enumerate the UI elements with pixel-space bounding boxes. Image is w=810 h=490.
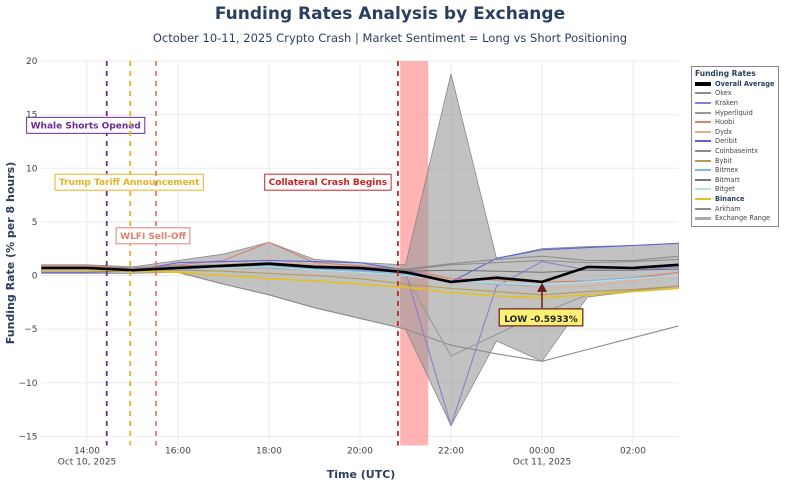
event-label-box [115, 227, 191, 245]
event-label: Whale Shorts Opened [31, 121, 141, 131]
event-label: Collateral Crash Begins [269, 178, 387, 188]
legend: Funding Rates Overall Average Okex Kraken H… [691, 66, 779, 227]
legend-title: Funding Rates [695, 69, 756, 78]
legend-swatch [695, 197, 711, 200]
series-line-huobi [41, 241, 679, 283]
legend-item[interactable]: Dydx [695, 127, 775, 137]
legend-item[interactable]: Kraken [695, 98, 775, 108]
legend-item[interactable]: Huobi [695, 117, 775, 127]
legend-item[interactable]: Bitget [695, 185, 775, 195]
chart-title: Funding Rates Analysis by Exchange [214, 4, 566, 24]
legend-item[interactable]: Hyperliquid [695, 108, 775, 118]
legend-label: Huobi [715, 118, 735, 127]
low-annotation-box [498, 308, 584, 327]
legend-item[interactable]: Bitmex [695, 165, 775, 175]
legend-item[interactable]: Arkham [695, 204, 775, 214]
x-tick-label: 22:00 [438, 447, 464, 457]
event-label-box [54, 173, 204, 191]
legend-label: Arkham [715, 204, 741, 213]
legend-item[interactable]: Coinbaseintx [695, 146, 775, 156]
legend-swatch [695, 188, 711, 191]
chart-subtitle: October 10-11, 2025 Crypto Crash | Marke… [152, 31, 628, 45]
x-tick-date-label: Oct 10, 2025 [58, 458, 117, 468]
low-arrow-head [537, 282, 547, 292]
y-axis-label: Funding Rate (% per 8 hours) [4, 162, 17, 344]
low-annotation-label: LOW -0.5933% [504, 315, 578, 325]
legend-item[interactable]: Exchange Range [695, 213, 775, 223]
legend-swatch [695, 82, 711, 86]
y-tick-label: 5 [32, 218, 38, 228]
legend-label: Okex [715, 89, 732, 98]
event-label: Trump Tariff Announcement [59, 178, 200, 188]
legend-swatch [695, 140, 711, 143]
legend-label: Binance [715, 194, 745, 203]
legend-swatch [695, 130, 711, 133]
series-line-overall-average [41, 262, 679, 284]
legend-label: Hyperliquid [715, 108, 753, 117]
legend-item[interactable]: Overall Average [695, 79, 775, 89]
legend-swatch [695, 178, 711, 181]
legend-label: Bybit [715, 156, 733, 165]
x-tick-label: 14:00 [74, 447, 100, 457]
legend-label: Kraken [715, 98, 738, 107]
event-label-box [26, 116, 146, 134]
legend-swatch [695, 159, 711, 162]
y-tick-label: −15 [19, 432, 38, 442]
x-tick-label: 16:00 [165, 447, 191, 457]
legend-label: Bitget [715, 185, 735, 194]
event-label: WLFI Sell-Off [120, 232, 186, 242]
series-lines [41, 241, 679, 427]
legend-label: Overall Average [715, 79, 775, 88]
legend-swatch [695, 101, 711, 104]
x-tick-label: 00:00 [529, 447, 555, 457]
x-tick-label: 20:00 [347, 447, 373, 457]
legend-label: Exchange Range [715, 214, 771, 223]
y-tick-label: 10 [26, 164, 38, 174]
legend-swatch [695, 216, 711, 220]
y-tick-label: −5 [24, 325, 37, 335]
legend-swatch [695, 111, 711, 114]
y-tick-label: 0 [32, 272, 38, 282]
series-line-binance [41, 269, 679, 299]
legend-label: Bitmart [715, 175, 740, 184]
legend-swatch [695, 149, 711, 152]
legend-swatch [695, 121, 711, 124]
legend-swatch [695, 169, 711, 172]
legend-label: Bitmex [715, 166, 739, 175]
event-label-box [264, 173, 392, 191]
legend-item[interactable]: Okex [695, 89, 775, 99]
legend-swatch [695, 207, 711, 210]
legend-label: Deribit [715, 137, 738, 146]
y-tick-label: 15 [26, 111, 37, 121]
x-tick-label: 02:00 [620, 447, 646, 457]
event-lines: Whale Shorts Opened Trump Tariff Announce… [26, 61, 584, 446]
legend-item[interactable]: Bybit [695, 156, 775, 166]
legend-item[interactable]: Deribit [695, 137, 775, 147]
legend-item[interactable]: Binance [695, 194, 775, 204]
x-tick-date-label: Oct 11, 2025 [513, 458, 572, 468]
y-tick-label: 20 [26, 57, 38, 67]
legend-item[interactable]: Bitmart [695, 175, 775, 185]
y-tick-label: −10 [19, 379, 38, 389]
legend-label: Dydx [715, 127, 733, 136]
legend-swatch [695, 92, 711, 95]
legend-label: Coinbaseintx [715, 146, 758, 155]
x-tick-label: 18:00 [256, 447, 282, 457]
x-axis-label: Time (UTC) [327, 468, 396, 481]
